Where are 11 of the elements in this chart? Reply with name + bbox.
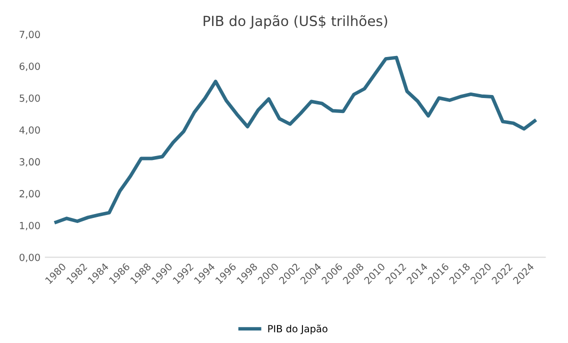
y-tick-label: 6,00: [20, 62, 40, 71]
chart-title: PIB do Japão (US$ trilhões): [204, 15, 388, 29]
y-tick-label: 1,00: [20, 222, 40, 230]
y-tick-label: 2,00: [20, 190, 40, 198]
y-tick-label: 0,00: [20, 254, 40, 262]
y-tick-label: 5,00: [20, 94, 40, 103]
y-tick-label: 4,00: [19, 126, 40, 135]
y-tick-label: 7,00: [20, 30, 40, 40]
legend-label: PIB do Japão: [268, 324, 328, 334]
y-tick-label: 3,00: [20, 158, 40, 167]
line-series: [54, 56, 536, 224]
